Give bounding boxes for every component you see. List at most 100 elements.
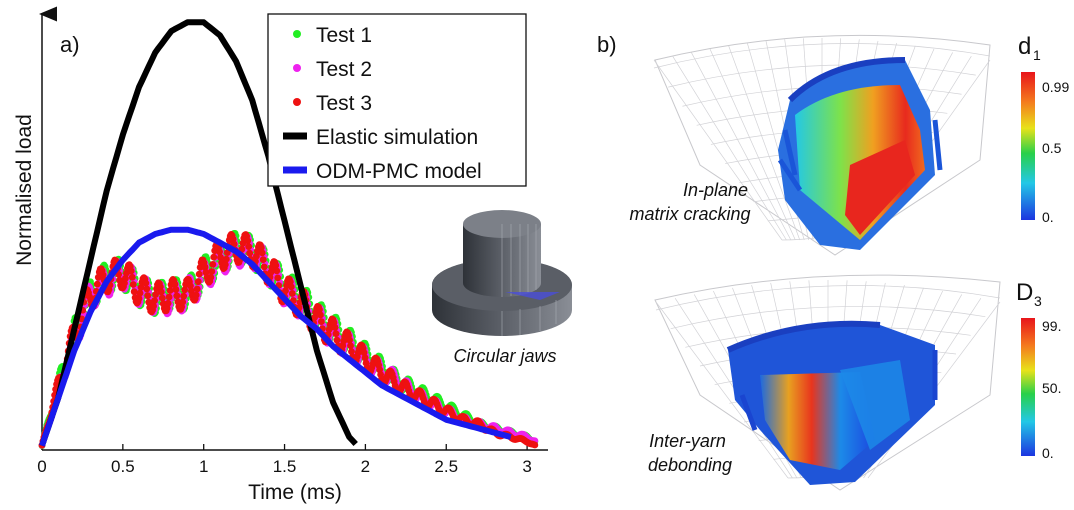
data-point [311, 313, 319, 321]
data-point [274, 274, 282, 282]
legend-label: Elastic simulation [316, 126, 478, 149]
data-point [171, 280, 179, 288]
damage-render-D3: Inter-yarn debonding [648, 274, 1001, 491]
data-point [245, 243, 253, 251]
data-point [210, 253, 218, 261]
data-point [143, 285, 151, 293]
legend-marker [293, 64, 301, 72]
series-line-odm-pmc-model [39, 226, 512, 447]
data-point [331, 324, 339, 331]
caption-in-plane-line1: In-plane [683, 180, 748, 200]
data-point [193, 285, 201, 293]
data-point [207, 273, 215, 281]
x-tick-label: 0 [37, 457, 46, 476]
data-point [99, 271, 107, 279]
data-point [246, 249, 254, 257]
data-point [317, 311, 324, 319]
data-point [93, 280, 101, 288]
data-point [135, 295, 143, 302]
panel-a-label: a) [60, 32, 80, 57]
colorbar-d1: d 1 0.99 0.5 0. [1018, 33, 1069, 225]
data-point [258, 249, 266, 257]
data-point [172, 286, 180, 293]
data-point [217, 253, 224, 261]
data-point [288, 290, 296, 297]
data-point [137, 283, 145, 291]
data-point [164, 299, 172, 307]
colorbar-d1-gradient [1021, 72, 1035, 220]
caption-in-plane: In-plane matrix cracking [629, 180, 753, 224]
x-tick-label: 3 [522, 457, 531, 476]
data-point [348, 348, 355, 356]
data-point [282, 287, 289, 295]
data-point [165, 293, 173, 301]
colorbar-d1-label: d [1018, 33, 1031, 60]
data-point [195, 270, 203, 278]
data-point [287, 283, 295, 291]
data-point [152, 291, 159, 299]
data-point [244, 237, 252, 245]
data-point [136, 289, 144, 297]
colorbar-d1-tick-top: 0.99 [1042, 79, 1069, 95]
damage-render-d1: In-plane matrix cracking [629, 34, 991, 256]
data-point [130, 288, 138, 296]
colorbar-D3: D 3 99. 50. 0. [1016, 279, 1061, 461]
caption-in-plane-line2: matrix cracking [629, 204, 750, 224]
data-point [318, 318, 325, 325]
series-layer [38, 19, 539, 450]
data-point [180, 292, 188, 300]
data-point [221, 261, 229, 268]
data-point [179, 298, 187, 306]
colorbar-d1-tick-mid: 0.5 [1042, 140, 1062, 156]
legend-label: Test 2 [316, 58, 372, 81]
data-point [273, 267, 281, 275]
data-point [142, 279, 150, 287]
colorbar-d1-subscript: 1 [1033, 47, 1041, 63]
x-ticks: 0 0.5 1 1.5 2 2.5 3 [37, 444, 532, 476]
data-point [129, 281, 137, 288]
data-point [257, 244, 265, 252]
legend-label: ODM-PMC model [316, 160, 482, 183]
caption-inter-yarn: Inter-yarn debonding [648, 431, 732, 475]
panel-a: a) 0 0.5 1 1.5 2 2.5 3 Time (ms) Normalised lo… [13, 6, 572, 504]
y-axis-label: Normalised load [13, 114, 36, 266]
data-point [531, 441, 539, 449]
data-point [166, 287, 174, 294]
colorbar-D3-gradient [1021, 318, 1035, 456]
series-line-elastic-simulation [39, 19, 358, 447]
data-point [192, 291, 200, 299]
x-tick-label: 2.5 [434, 457, 458, 476]
data-point [346, 336, 353, 344]
data-point [145, 298, 153, 306]
data-point [158, 294, 166, 302]
data-point [229, 235, 237, 243]
data-point [222, 255, 230, 263]
x-tick-label: 1.5 [273, 457, 297, 476]
colorbar-D3-tick-mid: 50. [1042, 380, 1061, 396]
inset-caption: Circular jaws [453, 346, 556, 366]
data-point [230, 240, 238, 248]
data-point [316, 306, 323, 314]
data-point [360, 349, 368, 357]
data-point [332, 330, 340, 338]
data-point [150, 302, 157, 310]
data-point [259, 256, 267, 263]
data-point [209, 260, 217, 268]
data-point [127, 267, 135, 275]
x-tick-label: 1 [199, 457, 208, 476]
panel-b: b) In-plane matrix cracking d 1 0.99 0.5… [597, 32, 1069, 491]
x-tick-label: 2 [361, 457, 370, 476]
legend-marker [293, 30, 301, 38]
circular-jaws-inset: Circular jaws [432, 210, 572, 366]
legend-label: Test 3 [316, 92, 372, 115]
data-point [157, 288, 165, 296]
x-tick-label: 0.5 [111, 457, 135, 476]
data-point [272, 261, 280, 269]
data-point [201, 263, 209, 271]
legend-marker [293, 98, 301, 106]
colorbar-d1-tick-bottom: 0. [1042, 209, 1054, 225]
data-point [144, 292, 152, 300]
data-point [347, 342, 354, 350]
legend-label: Test 1 [316, 24, 372, 47]
